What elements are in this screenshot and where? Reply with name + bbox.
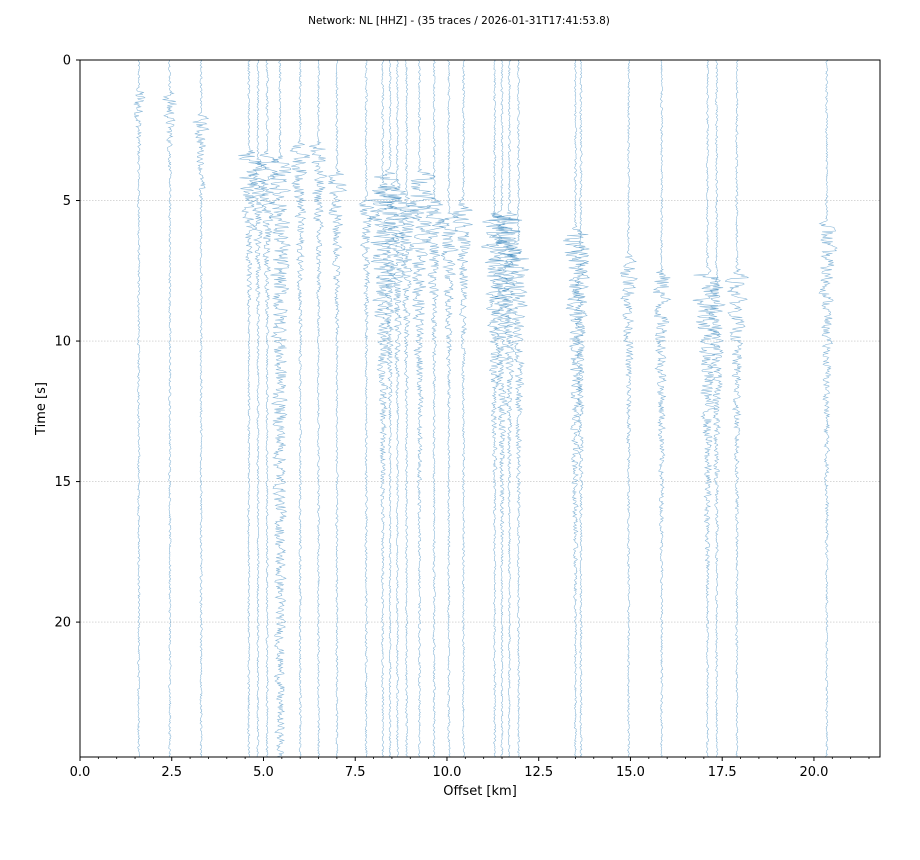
seismic-trace: [268, 59, 292, 757]
seismic-trace: [192, 59, 210, 757]
seismic-trace: [437, 59, 460, 757]
seismic-trace: [358, 59, 375, 757]
x-tick-label: 0.0: [70, 765, 91, 780]
y-tick-label: 5: [63, 194, 71, 209]
seismic-trace: [255, 59, 280, 757]
seismic-trace: [571, 59, 590, 757]
y-tick-label: 20: [54, 616, 71, 631]
x-tick-label: 17.5: [708, 765, 737, 780]
seismic-trace: [374, 59, 403, 757]
seismic-trace: [619, 59, 638, 757]
seismic-trace: [249, 59, 267, 757]
seismic-trace: [328, 60, 348, 757]
plot-frame: [79, 59, 881, 758]
seismic-trace: [481, 59, 513, 757]
seismic-trace: [505, 59, 530, 757]
x-tick-label: 15.0: [616, 765, 645, 780]
seismic-trace: [692, 59, 721, 757]
chart-title: Network: NL [HHZ] - (35 traces / 2026-01…: [308, 15, 610, 27]
x-axis-label: Offset [km]: [443, 784, 517, 799]
seismic-trace: [383, 59, 409, 757]
seismic-trace: [562, 59, 589, 757]
y-tick-label: 0: [63, 54, 71, 69]
seismic-trace: [724, 59, 750, 757]
traces: [133, 59, 838, 757]
y-tick-label: 15: [54, 475, 71, 490]
x-tick-label: 12.5: [524, 765, 553, 780]
seismic-trace: [482, 59, 521, 757]
seismic-trace: [818, 59, 838, 757]
seismic-trace: [309, 59, 328, 757]
seismic-trace: [289, 59, 310, 757]
axis-ticks: 0.0 2.5 5.0 7.5 10.0 12.5 15.0 17.5 20.0 0 5 10 15 20: [54, 54, 870, 780]
seismic-trace: [162, 59, 177, 757]
y-tick-label: 10: [54, 335, 71, 350]
seismic-trace: [652, 59, 672, 757]
x-tick-label: 2.5: [161, 765, 182, 780]
seismic-trace: [238, 59, 264, 757]
seismic-trace: [405, 59, 436, 757]
x-tick-label: 5.0: [253, 765, 274, 780]
x-tick-label: 7.5: [345, 765, 366, 780]
seismic-trace: [496, 59, 523, 757]
seismic-trace: [708, 59, 726, 757]
seismic-trace: [133, 59, 146, 757]
x-tick-label: 20.0: [799, 765, 828, 780]
x-tick-label: 10.0: [432, 765, 461, 780]
seismic-trace: [365, 59, 401, 757]
y-axis-label: Time [s]: [34, 382, 49, 436]
seismic-trace: [452, 59, 473, 757]
seismic-trace: [393, 59, 419, 757]
seismic-trace: [425, 59, 445, 757]
